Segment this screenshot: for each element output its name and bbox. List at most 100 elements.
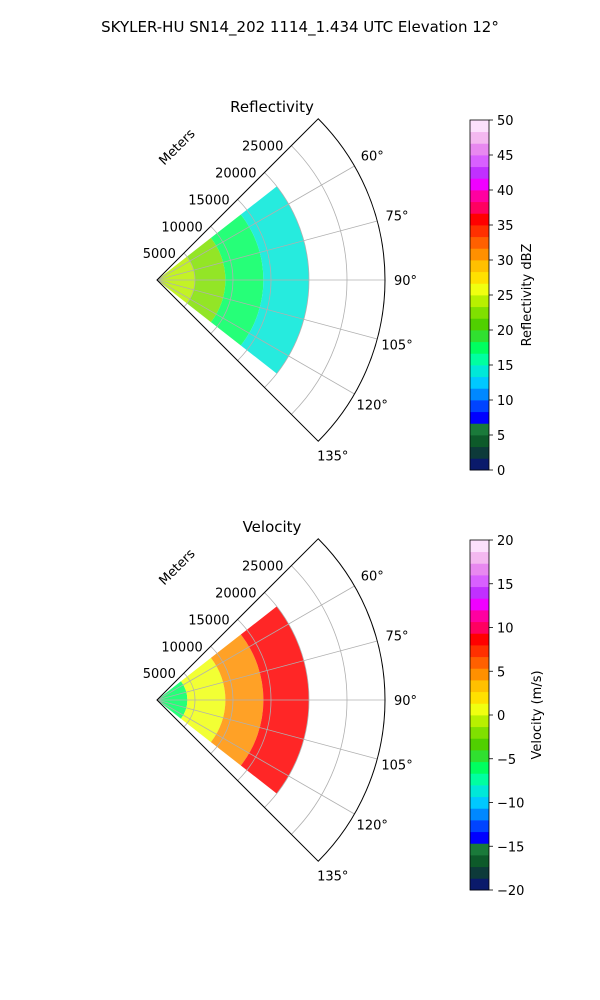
velocity-title: Velocity bbox=[243, 518, 302, 536]
colorbar-tick-label: 15 bbox=[497, 578, 514, 593]
radial-tick-label: 10000 bbox=[161, 220, 202, 235]
colorbar-tick-label: 15 bbox=[497, 359, 514, 374]
colorbar-swatch bbox=[470, 120, 489, 133]
figure-title: SKYLER-HU SN14_202 1114_1.434 UTC Elevat… bbox=[101, 18, 499, 37]
radial-tick-label: 25000 bbox=[242, 140, 283, 155]
colorbar-swatch bbox=[470, 866, 489, 879]
colorbar-swatch bbox=[470, 691, 489, 704]
colorbar-swatch bbox=[470, 155, 489, 168]
angular-tick-label: 135° bbox=[317, 450, 348, 465]
colorbar-swatch bbox=[470, 598, 489, 611]
colorbar-swatch bbox=[470, 586, 489, 599]
velocity-radial-axis-label: Meters bbox=[157, 546, 199, 588]
colorbar-tick-label: 20 bbox=[497, 534, 514, 549]
velocity-colorbar: −20 −15 −10 −5 0 5 10 15 20 Velocity (m/s) bbox=[469, 534, 545, 899]
colorbar-swatch bbox=[470, 213, 489, 226]
colorbar-swatch bbox=[470, 645, 489, 658]
radial-tick-label: 25000 bbox=[242, 560, 283, 575]
colorbar-tick-label: −15 bbox=[497, 840, 524, 855]
reflectivity-colorbar-label: Reflectivity dBZ bbox=[520, 244, 535, 347]
colorbar-swatch bbox=[470, 458, 489, 471]
colorbar-swatch bbox=[470, 761, 489, 774]
colorbar-swatch bbox=[470, 738, 489, 751]
reflectivity-radial-axis-label: Meters bbox=[157, 126, 199, 168]
colorbar-swatch bbox=[470, 680, 489, 693]
colorbar-tick-label: 10 bbox=[497, 622, 514, 637]
radial-tick-label: 5000 bbox=[143, 667, 176, 682]
angular-tick-label: 60° bbox=[361, 150, 384, 165]
colorbar-swatch bbox=[470, 283, 489, 296]
colorbar-tick-label: 30 bbox=[497, 254, 514, 269]
colorbar-swatch bbox=[470, 166, 489, 179]
velocity-tick-labels: 5000 10000 15000 20000 25000 60° 75° 90° 105° 120… bbox=[143, 560, 417, 885]
colorbar-tick-label: 40 bbox=[497, 184, 514, 199]
colorbar-swatch bbox=[470, 295, 489, 308]
colorbar-tick-label: 5 bbox=[497, 665, 505, 680]
reflectivity-panel: Reflectivity 5000 10000 15000 20000 25000 60°… bbox=[143, 98, 417, 465]
colorbar-tick-label: 5 bbox=[497, 429, 505, 444]
colorbar-swatch bbox=[470, 388, 489, 401]
radial-tick-label: 20000 bbox=[215, 167, 256, 182]
colorbar-swatch bbox=[470, 236, 489, 249]
angular-grid-line bbox=[156, 220, 378, 281]
velocity-panel: Velocity 5000 10000 15000 20000 25000 60° 75° 9… bbox=[143, 518, 417, 885]
angular-grid-line bbox=[156, 165, 355, 281]
reflectivity-grid bbox=[156, 118, 386, 442]
colorbar-swatch bbox=[470, 563, 489, 576]
colorbar-swatch bbox=[470, 820, 489, 833]
velocity-grid bbox=[156, 538, 386, 862]
colorbar-swatch bbox=[470, 225, 489, 238]
colorbar-tick-label: 45 bbox=[497, 149, 514, 164]
angular-grid-line bbox=[156, 699, 378, 760]
angular-tick-label: 120° bbox=[357, 398, 388, 413]
colorbar-swatch bbox=[470, 178, 489, 191]
colorbar-swatch bbox=[470, 446, 489, 459]
angular-tick-label: 90° bbox=[394, 694, 417, 709]
colorbar-tick-label: −20 bbox=[497, 884, 524, 899]
angular-tick-label: 75° bbox=[386, 630, 409, 645]
angular-grid-line bbox=[156, 699, 355, 815]
colorbar-swatch bbox=[470, 423, 489, 436]
colorbar-swatch bbox=[470, 353, 489, 366]
angular-tick-label: 120° bbox=[357, 818, 388, 833]
colorbar-swatch bbox=[470, 668, 489, 681]
colorbar-swatch bbox=[470, 843, 489, 856]
colorbar-swatch bbox=[470, 271, 489, 284]
angular-tick-label: 135° bbox=[317, 870, 348, 885]
colorbar-swatch bbox=[470, 376, 489, 389]
radial-tick-label: 10000 bbox=[161, 640, 202, 655]
colorbar-swatch bbox=[470, 750, 489, 763]
angular-grid-line bbox=[156, 640, 378, 701]
reflectivity-title: Reflectivity bbox=[230, 98, 314, 116]
colorbar-swatch bbox=[470, 318, 489, 331]
colorbar-swatch bbox=[470, 621, 489, 634]
colorbar-tick-label: −10 bbox=[497, 797, 524, 812]
polar-frame bbox=[156, 538, 386, 862]
colorbar-swatch bbox=[470, 831, 489, 844]
colorbar-swatch bbox=[470, 785, 489, 798]
colorbar-tick-label: −5 bbox=[497, 753, 516, 768]
colorbar-swatch bbox=[470, 330, 489, 343]
colorbar-swatch bbox=[470, 248, 489, 261]
angular-tick-label: 105° bbox=[381, 758, 412, 773]
colorbar-swatch bbox=[470, 400, 489, 413]
colorbar-swatch bbox=[470, 306, 489, 319]
colorbar-swatch bbox=[470, 411, 489, 424]
velocity-colorbar-label: Velocity (m/s) bbox=[530, 670, 545, 759]
radial-tick-label: 20000 bbox=[215, 587, 256, 602]
angular-tick-label: 60° bbox=[361, 570, 384, 585]
colorbar-swatch bbox=[470, 190, 489, 203]
polar-frame bbox=[156, 118, 386, 442]
colorbar-tick-label: 10 bbox=[497, 394, 514, 409]
radial-tick-label: 15000 bbox=[188, 193, 229, 208]
angular-grid-line bbox=[156, 279, 378, 340]
colorbar-swatch bbox=[470, 726, 489, 739]
colorbar-tick-label: 25 bbox=[497, 289, 514, 304]
colorbar-swatch bbox=[470, 551, 489, 564]
colorbar-swatch bbox=[470, 633, 489, 646]
colorbar-swatch bbox=[470, 260, 489, 273]
colorbar-swatch bbox=[470, 715, 489, 728]
colorbar-swatch bbox=[470, 878, 489, 891]
colorbar-tick-label: 0 bbox=[497, 709, 505, 724]
colorbar-swatch bbox=[470, 365, 489, 378]
